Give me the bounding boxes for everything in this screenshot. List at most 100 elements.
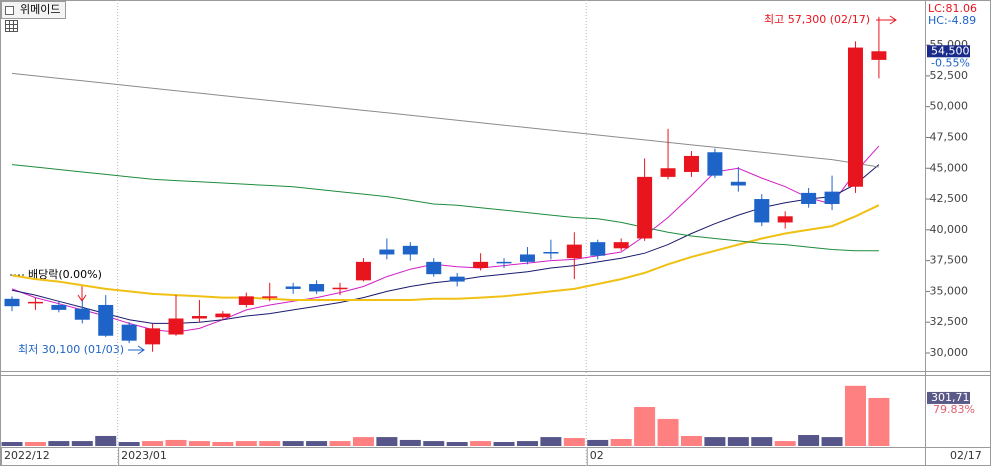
volume-bar: [118, 442, 140, 446]
volume-bar: [587, 439, 609, 446]
volume-bar: [399, 439, 421, 446]
candle-body: [590, 242, 606, 256]
last-volume-box: [927, 391, 970, 404]
candle-body: [613, 242, 629, 249]
candle-body: [871, 51, 887, 60]
candle-body: [355, 261, 371, 281]
candle-body: [4, 298, 20, 307]
candle-body: [191, 316, 207, 319]
low-arrow: [128, 345, 145, 355]
volume-bar: [563, 438, 585, 446]
stock-name: 위메이드: [20, 3, 60, 16]
x-tick-label: 02: [590, 449, 604, 462]
candle-body: [168, 318, 184, 335]
volume-bar: [259, 441, 281, 446]
volume-bar: [212, 442, 234, 446]
high-annotation: 최고 57,300 (02/17): [764, 13, 870, 26]
volume-bar: [1, 442, 23, 446]
volume-bar: [423, 441, 445, 446]
volume-bar: [352, 437, 374, 446]
volume-bar: [868, 397, 890, 446]
y-tick-label: 40,000: [930, 223, 969, 236]
volume-bar: [376, 437, 398, 446]
y-tick-label: 32,500: [930, 315, 969, 328]
candle-body: [285, 286, 301, 289]
volume-bar: [844, 385, 866, 446]
y-tick-label: 42,500: [930, 192, 969, 205]
dividend-annotation: 배당락(0.00%): [28, 268, 102, 281]
volume-bar: [142, 441, 164, 446]
grid-icon[interactable]: [5, 20, 18, 32]
candle-body: [801, 192, 817, 204]
volume-bar: [48, 441, 70, 446]
candle-body: [824, 191, 840, 204]
volume-bar: [821, 437, 843, 446]
candle-body: [473, 261, 489, 269]
candle-body: [332, 287, 348, 290]
y-tick-label: 52,500: [930, 69, 969, 82]
x-tick-label: 2023/01: [121, 449, 167, 462]
candle-body: [496, 261, 512, 264]
title-box[interactable]: [1, 1, 66, 19]
volume-bar: [165, 439, 187, 446]
volume-bar: [282, 441, 304, 446]
icon[interactable]: [5, 6, 14, 15]
candle-body: [707, 152, 723, 176]
y-tick-label: 50,000: [930, 100, 969, 113]
candle-body: [98, 304, 114, 336]
candle-body: [379, 249, 395, 255]
candle-body: [51, 304, 67, 310]
candle-body: [847, 47, 863, 187]
volume-bar: [634, 406, 656, 446]
hc-label: HC:-4.89: [928, 14, 976, 27]
candle-body: [683, 155, 699, 172]
volume-bar: [704, 437, 726, 446]
candle-body: [262, 296, 278, 298]
y-tick-label: 37,500: [930, 254, 969, 267]
moving-average-line: [11, 164, 879, 252]
candle-body: [637, 176, 653, 239]
moving-average-line: [11, 204, 880, 301]
candle-body: [543, 252, 559, 254]
x-tick-label: 2022/12: [4, 449, 50, 462]
x-tick-label: 02/17: [950, 449, 982, 462]
candle-body: [426, 261, 442, 275]
volume-bar: [774, 441, 796, 446]
volume-bar: [470, 441, 492, 446]
candle-body: [238, 296, 254, 305]
grid-icon-lines: [5, 20, 18, 32]
volume-bar: [493, 442, 515, 446]
change-label: -0.55%: [931, 56, 970, 69]
candle-body: [309, 284, 325, 292]
volume-bar: [24, 442, 46, 446]
volume-bar: [610, 438, 632, 446]
low-annotation: 최저 30,100 (01/03): [18, 343, 124, 356]
candle-body: [566, 244, 582, 259]
volume-bar: [657, 418, 679, 446]
candle-body: [402, 245, 418, 255]
volume-bar: [727, 437, 749, 446]
volume-bar: [446, 442, 468, 446]
volume-bar: [680, 435, 702, 446]
y-tick-label: 30,000: [930, 346, 969, 359]
candle-body: [215, 313, 231, 318]
y-tick-label: 47,500: [930, 130, 969, 143]
candle-body: [519, 254, 535, 262]
volume-ratio-label: 79.83%: [933, 403, 975, 416]
volume-bar: [306, 441, 328, 446]
candle-body: [449, 276, 465, 282]
candle-body: [730, 181, 746, 186]
last-price-label: 54,500: [931, 44, 970, 57]
moving-average-line: [11, 72, 879, 168]
volume-bar: [95, 435, 117, 446]
candle-body: [121, 324, 137, 341]
candle-body: [27, 301, 43, 304]
volume-bar: [188, 441, 210, 446]
moving-average-line: [11, 164, 880, 324]
volume-bar: [798, 435, 820, 446]
volume-bar: [71, 441, 93, 446]
y-tick-label: 45,000: [930, 161, 969, 174]
volume-bar: [540, 437, 562, 446]
